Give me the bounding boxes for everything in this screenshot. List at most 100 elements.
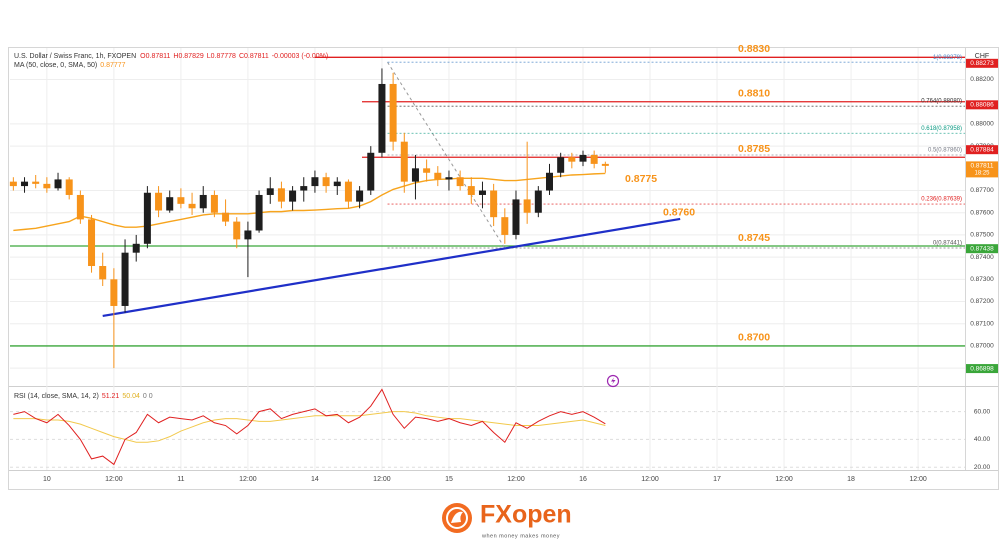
price-badge-label: 0.87811 bbox=[970, 163, 993, 170]
candle-body bbox=[54, 179, 62, 189]
logo-emblem-ring bbox=[446, 507, 468, 529]
candle-body bbox=[523, 199, 531, 213]
rsi-value: 51.21 bbox=[102, 393, 120, 400]
y-tick-label: 0.87100 bbox=[970, 320, 994, 327]
x-tick-label: 16 bbox=[579, 476, 587, 483]
candle-body bbox=[233, 221, 241, 240]
candle-body bbox=[255, 194, 263, 231]
ohlc-low: L0.87778 bbox=[207, 53, 236, 60]
candle-body bbox=[322, 177, 330, 187]
candle-body bbox=[356, 190, 364, 202]
x-tick-label: 12:00 bbox=[641, 476, 659, 483]
rsi-tick-label: 20.00 bbox=[974, 464, 991, 471]
level-label: 0.8810 bbox=[738, 88, 770, 100]
fib-label: 0.5(0.87860) bbox=[928, 148, 962, 154]
candle-body bbox=[400, 141, 408, 182]
level-label: 0.8700 bbox=[738, 332, 770, 344]
ma-header: MA (50, close, 0, SMA, 50) 0.87777 bbox=[14, 62, 126, 69]
candle-body bbox=[210, 194, 218, 213]
candle-body bbox=[99, 266, 107, 280]
candle-body bbox=[110, 279, 118, 306]
candle-body bbox=[568, 157, 576, 162]
ma-value: 0.87777 bbox=[100, 62, 125, 69]
candle-body bbox=[300, 186, 308, 191]
price-badge bbox=[966, 100, 998, 110]
y-tick-label: 0.87500 bbox=[970, 232, 994, 239]
candle-body bbox=[88, 219, 96, 267]
candle-body bbox=[601, 163, 609, 166]
currency-label: CHF bbox=[975, 53, 989, 60]
ohlc-close: C0.87811 bbox=[239, 53, 269, 60]
x-tick-label: 15 bbox=[445, 476, 453, 483]
fib-label: 0.618(0.87958) bbox=[921, 126, 962, 132]
candle-body bbox=[155, 192, 163, 211]
ohlc-high: H0.87829 bbox=[173, 53, 203, 60]
price-badge-label: 0.86898 bbox=[970, 365, 994, 372]
price-badge bbox=[966, 244, 998, 254]
x-tick-label: 12:00 bbox=[373, 476, 391, 483]
candle-body bbox=[199, 194, 207, 209]
level-label: 0.8775 bbox=[625, 173, 657, 185]
alert-icon[interactable] bbox=[606, 374, 620, 388]
candle-body bbox=[344, 181, 352, 202]
candle-body bbox=[367, 152, 375, 191]
ohlc-open: O0.87811 bbox=[140, 53, 170, 60]
candle-body bbox=[389, 83, 397, 142]
alert-bolt bbox=[611, 377, 616, 385]
candle-body bbox=[423, 168, 431, 173]
price-badge bbox=[966, 161, 998, 178]
candle-body bbox=[143, 192, 151, 244]
fib-anchor-line bbox=[387, 61, 506, 249]
grid bbox=[10, 48, 965, 470]
level-label: 0.8785 bbox=[738, 143, 770, 155]
y-tick-label: 0.88000 bbox=[970, 121, 994, 128]
rsi-tick-label: 40.00 bbox=[974, 436, 991, 443]
candle-body bbox=[378, 83, 386, 153]
y-tick-label: 0.87600 bbox=[970, 209, 994, 216]
header: U.S. Dollar / Swiss Franc, 1h, FXOPEN O0.… bbox=[14, 53, 328, 60]
x-tick-label: 18 bbox=[847, 476, 855, 483]
price-badge-label: 0.87884 bbox=[970, 146, 994, 153]
trendline bbox=[102, 217, 681, 318]
candle-body bbox=[557, 157, 565, 173]
fib-label: 1(0.88278) bbox=[933, 55, 962, 61]
price-badge-label: 0.88086 bbox=[970, 102, 994, 109]
x-tick-label: 17 bbox=[713, 476, 721, 483]
x-tick-label: 12:00 bbox=[909, 476, 927, 483]
y-tick-label: 0.87300 bbox=[970, 276, 994, 283]
y-tick-label: 0.87400 bbox=[970, 254, 994, 261]
y-tick-label: 0.87200 bbox=[970, 298, 994, 305]
alert-circle bbox=[606, 374, 620, 388]
rsi-label: RSI (14, close, SMA, 14, 2) bbox=[14, 393, 99, 400]
rsi-line bbox=[13, 388, 606, 466]
logo-emblem-mark bbox=[451, 511, 463, 523]
ohlc-change: -0.00003 (-0.00%) bbox=[272, 53, 328, 60]
candle-body bbox=[545, 172, 553, 191]
x-tick-label: 12:00 bbox=[239, 476, 257, 483]
candle-body bbox=[244, 230, 252, 240]
x-tick-label: 12:00 bbox=[775, 476, 793, 483]
fib-label: 0.236(0.87639) bbox=[921, 197, 962, 203]
level-label: 0.8830 bbox=[738, 43, 770, 55]
x-tick-label: 10 bbox=[43, 476, 51, 483]
candle-body bbox=[434, 172, 442, 180]
candle-body bbox=[76, 194, 84, 220]
candle-body bbox=[590, 155, 598, 164]
candle-body bbox=[501, 217, 509, 235]
rsi-ma-value: 50.04 bbox=[122, 393, 140, 400]
candle-body bbox=[411, 168, 419, 182]
candle-body bbox=[32, 181, 40, 184]
candle-body bbox=[43, 183, 51, 189]
candle-body bbox=[445, 177, 453, 180]
symbol-title: U.S. Dollar / Swiss Franc, 1h, FXOPEN bbox=[14, 53, 136, 60]
x-tick-label: 12:00 bbox=[105, 476, 123, 483]
fib-label: 0(0.87441) bbox=[933, 241, 962, 247]
plot bbox=[9, 56, 965, 466]
ma-label: MA (50, close, 0, SMA, 50) bbox=[14, 62, 97, 69]
price-badge-label: 0.88273 bbox=[970, 60, 994, 67]
price-badge bbox=[966, 145, 998, 155]
ma-line bbox=[13, 172, 606, 232]
candle-body bbox=[467, 186, 475, 195]
